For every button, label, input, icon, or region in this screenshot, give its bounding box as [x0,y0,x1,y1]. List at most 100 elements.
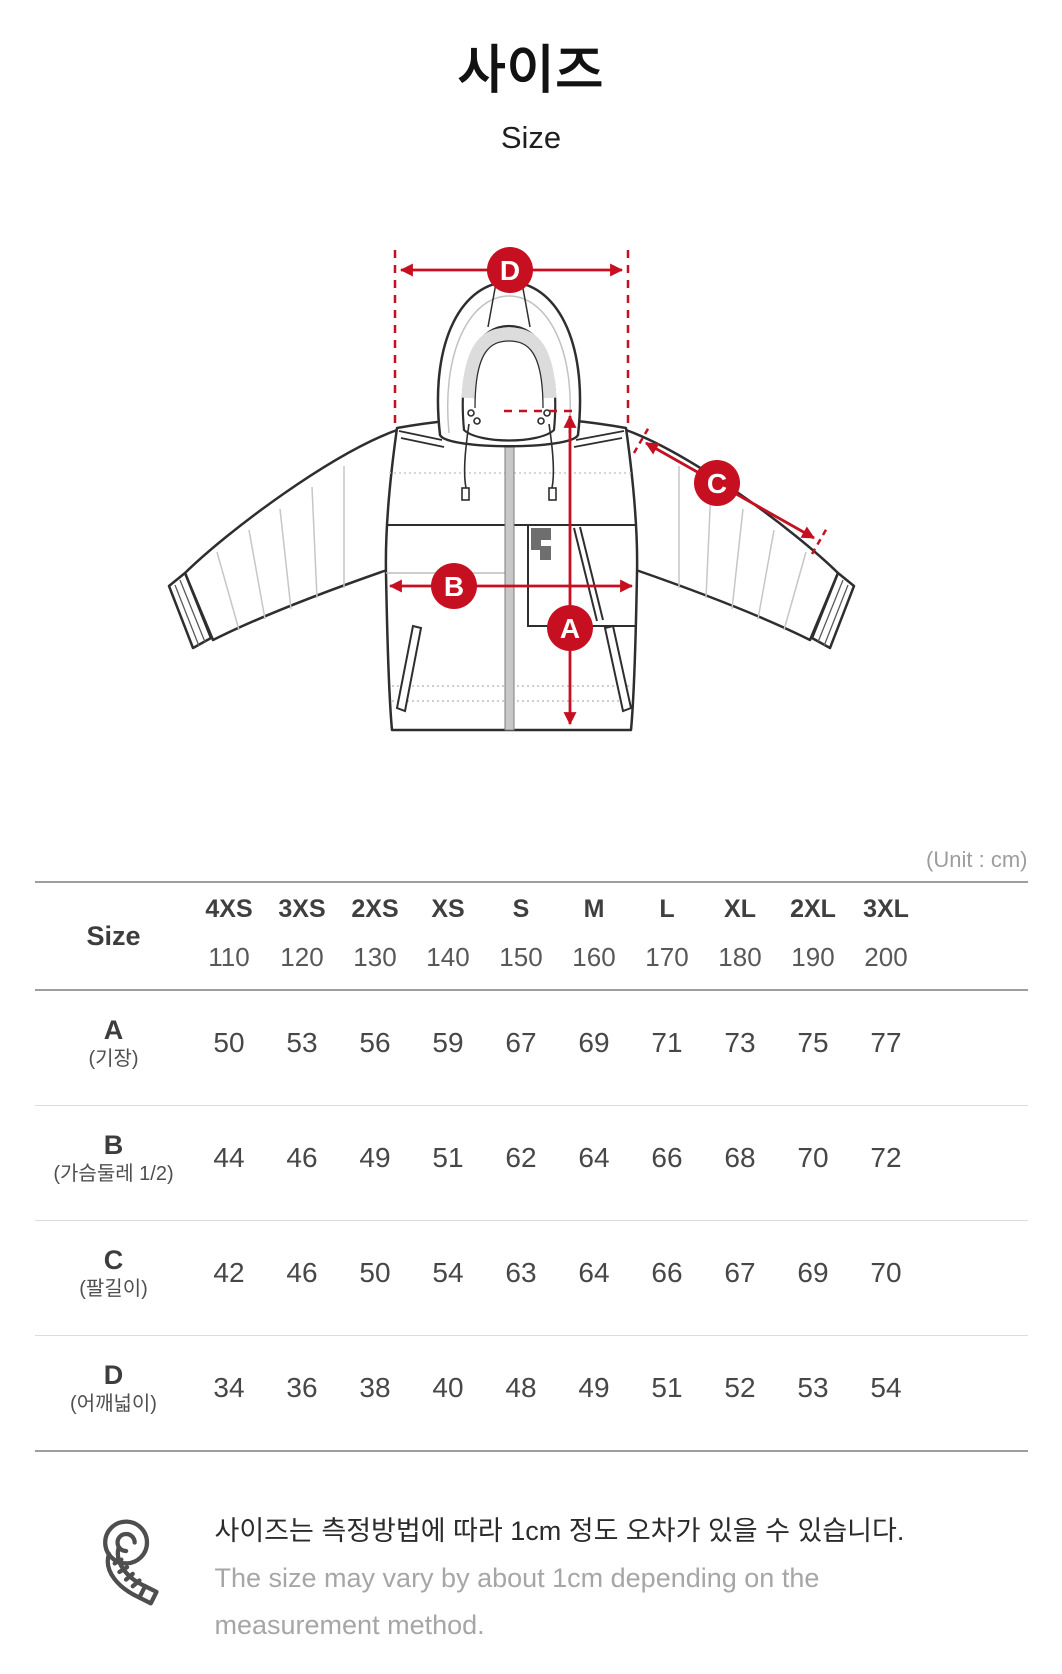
cell-value: 42 [213,1257,245,1288]
cell-value: 59 [432,1027,464,1058]
size-number: 200 [864,942,908,972]
cell-value: 77 [870,1027,902,1058]
measure-tick-c-bottom [810,527,828,555]
cell-value: 64 [578,1257,610,1288]
cell-value: 73 [724,1027,756,1058]
cell-value: 75 [797,1027,829,1058]
cell-value: 67 [724,1257,756,1288]
cell-value: 62 [505,1142,537,1173]
cell-value: 56 [359,1027,391,1058]
shoulder-piping [398,430,624,448]
table-row-d: D (어깨넓이) 34 36 38 40 48 49 51 52 53 54 [35,1336,1028,1450]
size-name: 2XS [351,895,399,923]
measure-tick-c-top [632,426,650,454]
size-name: 3XS [278,895,326,923]
unit-note: (Unit : cm) [926,847,1028,872]
cell-value: 46 [286,1142,318,1173]
row-letter: C [103,1245,124,1275]
size-column-header: 3XS 120 [266,895,339,972]
cell-value: 34 [213,1372,245,1403]
size-number: 120 [280,942,324,972]
row-label: D (어깨넓이) [35,1359,193,1427]
cell-value: 72 [870,1142,902,1173]
size-name: L [659,895,675,923]
cell-value: 69 [578,1027,610,1058]
row-letter: B [103,1130,124,1160]
cell-value: 48 [505,1372,537,1403]
cell-value: 54 [432,1257,464,1288]
size-column-header: L 170 [631,895,704,972]
cell-value: 44 [213,1142,245,1173]
size-column-header: 3XL 200 [850,895,923,972]
row-letter: D [103,1360,124,1390]
measure-label-b: B [443,571,463,602]
cell-value: 63 [505,1257,537,1288]
size-name: 3XL [863,895,909,923]
size-number: 110 [208,942,250,972]
jacket-diagram-svg: D C B A [167,247,855,732]
hood-drawcords [460,409,557,501]
cell-value: 36 [286,1372,318,1403]
cell-value: 66 [651,1142,683,1173]
row-sublabel: (어깨넓이) [70,1393,157,1415]
cell-value: 49 [578,1372,610,1403]
cell-value: 53 [797,1372,829,1403]
size-name: XL [724,895,756,923]
size-number: 130 [353,942,397,972]
jacket-measurement-diagram: D C B A [159,238,904,733]
cell-value: 49 [359,1142,391,1173]
footnote-text: 사이즈는 측정방법에 따라 1cm 정도 오차가 있을 수 있습니다. The … [215,1508,1028,1649]
measure-badge-c [693,460,740,506]
size-number: 190 [791,942,835,972]
cell-value: 68 [724,1142,756,1173]
sleeve-quilting-lines [215,466,807,631]
size-table: Size 4XS 110 3XS 120 2XS 130 XS 140 S 150 M 16… [34,881,1028,1452]
table-corner-label: Size [86,920,141,951]
zipper [504,405,514,731]
cell-value: 69 [797,1257,829,1288]
measure-badge-b [430,563,477,609]
size-number: 150 [499,942,543,972]
measure-label-a: A [559,613,579,644]
measure-label-c: C [706,468,726,499]
size-column-header: XS 140 [412,895,485,972]
row-label: C (팔길이) [35,1244,193,1312]
cell-value: 38 [359,1372,391,1403]
size-column-header: 4XS 110 [193,895,266,972]
cell-value: 70 [797,1142,829,1173]
cell-value: 50 [213,1027,245,1058]
size-column-header: M 160 [558,895,631,972]
row-letter: A [103,1015,124,1045]
size-name: 2XL [790,895,836,923]
size-column-header: S 150 [485,895,558,972]
size-number: 160 [572,942,616,972]
size-number: 170 [645,942,689,972]
size-column-header: 2XS 130 [339,895,412,972]
cell-value: 53 [286,1027,318,1058]
table-row-b: B (가슴둘레 1/2) 44 46 49 51 62 64 66 68 70 7… [34,1106,1028,1221]
cuff-rib-lines [173,579,849,647]
size-name: M [583,895,605,923]
row-sublabel: (기장) [88,1048,139,1070]
size-number: 180 [718,942,762,972]
cell-value: 50 [359,1257,391,1288]
size-name: 4XS [205,895,253,923]
table-row-a: A (기장) 50 53 56 59 67 69 71 73 75 77 [34,991,1028,1106]
cell-value: 46 [286,1257,318,1288]
cell-value: 70 [870,1257,902,1288]
hand-pocket-welts [395,624,632,713]
table-header-row: Size 4XS 110 3XS 120 2XS 130 XS 140 S 150 M 16… [34,883,1028,991]
brand-logo [530,528,551,560]
row-label: A (기장) [35,1014,193,1082]
measurement-annotations: D C B A [388,247,828,726]
size-column-header: 2XL 190 [777,895,850,972]
size-column-header: XL 180 [704,895,777,972]
measure-badge-a [546,605,593,651]
row-sublabel: (가슴둘레 1/2) [53,1163,174,1185]
cell-value: 54 [870,1372,902,1403]
measure-label-d: D [499,255,519,286]
cell-value: 52 [724,1372,756,1403]
row-label: B (가슴둘레 1/2) [35,1129,193,1197]
row-sublabel: (팔길이) [79,1278,148,1300]
